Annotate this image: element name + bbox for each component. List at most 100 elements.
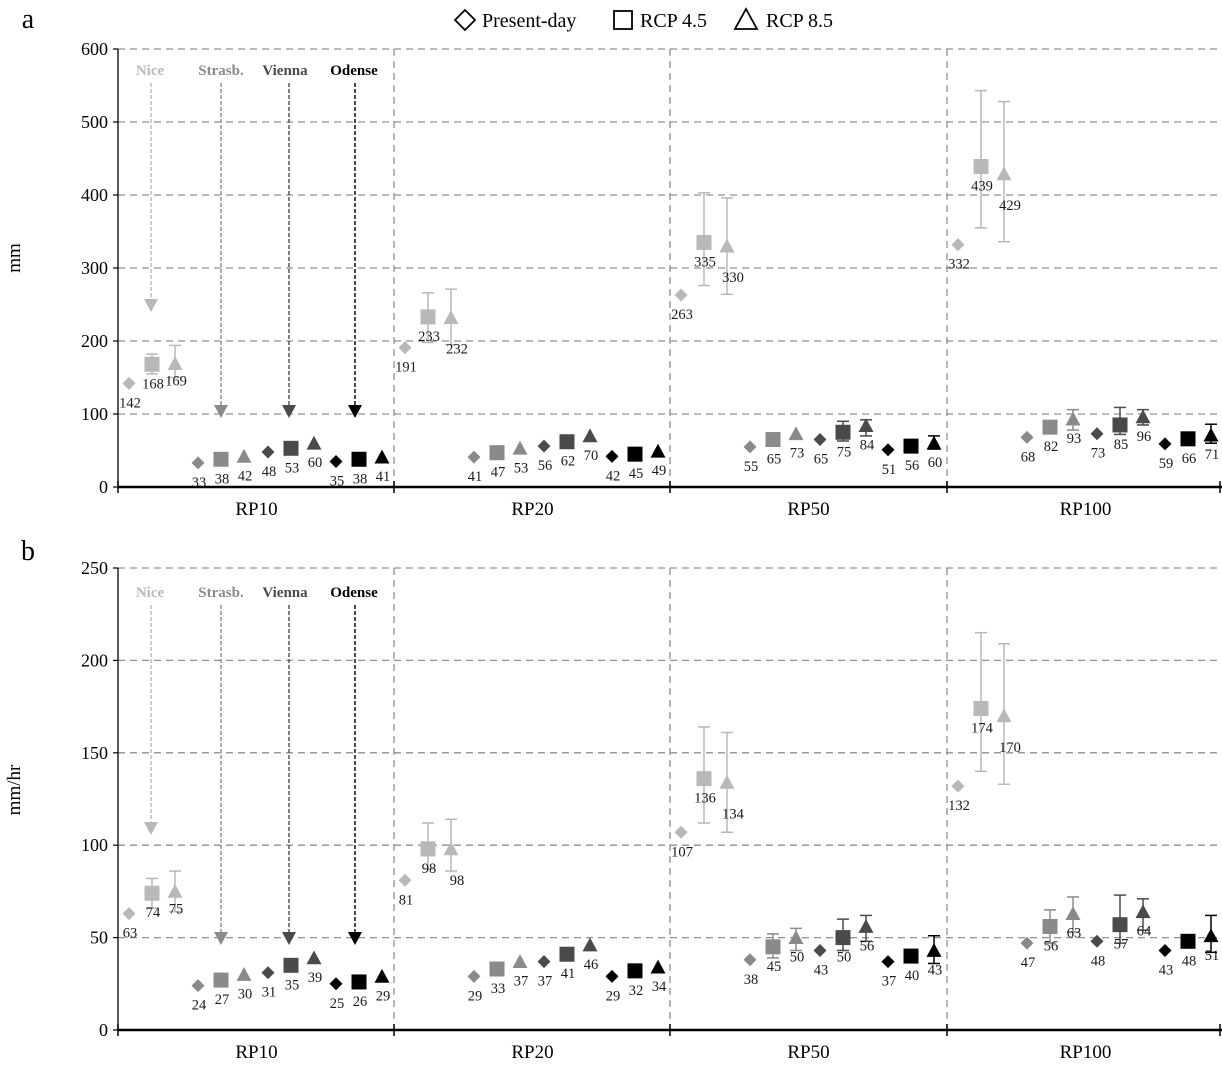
data-point (765, 939, 781, 955)
data-point (1112, 917, 1128, 933)
data-label: 98 (450, 873, 465, 889)
panel-b: b mm/hr 0 50 100 150 200 250 RP10 RP20 RP50 RP100 Ni… (4, 536, 1222, 1063)
data-point (881, 955, 895, 969)
y-tick-label: 0 (99, 1020, 108, 1040)
data-point (261, 445, 275, 459)
data-point (167, 356, 183, 371)
city-arrow-head (348, 932, 362, 945)
data-label: 60 (308, 455, 323, 471)
data-point (420, 309, 436, 325)
data-point (1020, 936, 1034, 950)
data-label: 48 (1091, 953, 1106, 969)
data-label: 136 (694, 791, 716, 807)
data-point (167, 883, 183, 898)
data-point (191, 979, 205, 993)
city-arrow-head (214, 932, 228, 945)
y-tick-label: 0 (99, 477, 108, 497)
data-point (283, 957, 299, 973)
data-point (283, 440, 299, 456)
data-point (765, 432, 781, 448)
data-point (236, 448, 252, 463)
city-label: Strasb. (198, 63, 244, 79)
data-point (973, 700, 989, 716)
data-point (1158, 437, 1172, 451)
data-label: 57 (1114, 937, 1129, 953)
data-label: 174 (971, 720, 994, 736)
data-label: 62 (561, 454, 576, 470)
data-label: 24 (192, 998, 207, 1014)
data-label: 98 (422, 861, 437, 877)
data-label: 56 (1044, 939, 1059, 955)
data-point (951, 779, 965, 793)
panel-label: a (22, 4, 35, 35)
panel-label: b (21, 536, 35, 567)
y-tick-label: 200 (81, 650, 108, 670)
data-point (1180, 431, 1196, 447)
data-point (1090, 427, 1104, 441)
x-category-label: RP100 (1060, 1042, 1112, 1063)
data-point (559, 434, 575, 450)
data-point (605, 449, 619, 463)
legend-marker-rcp85 (733, 7, 759, 30)
y-tick-label: 500 (81, 112, 108, 132)
y-tick-label: 300 (81, 258, 108, 278)
data-label: 439 (971, 179, 993, 195)
data-label: 169 (165, 374, 187, 390)
legend-marker-rcp45 (613, 10, 633, 30)
data-point (996, 708, 1012, 723)
data-label: 56 (538, 458, 553, 474)
data-label: 26 (353, 994, 368, 1010)
data-point (1042, 919, 1058, 935)
data-label: 93 (1067, 431, 1082, 447)
panel-a: a mm 0 100 200 300 400 500 600 RP10 RP20 RP50 RP100 N… (4, 4, 1222, 520)
x-category-label: RP100 (1060, 499, 1112, 520)
data-point (443, 310, 459, 325)
city-label: Odense (330, 585, 378, 601)
x-category-label: RP20 (511, 1042, 553, 1063)
data-label: 31 (262, 985, 277, 1001)
data-point (627, 446, 643, 462)
data-point (582, 937, 598, 952)
city-arrow-head (348, 405, 362, 418)
data-label: 132 (948, 798, 970, 814)
data-label: 263 (671, 307, 693, 323)
data-point (605, 969, 619, 983)
x-category-label: RP10 (235, 499, 277, 520)
data-label: 40 (905, 968, 920, 984)
data-label: 30 (238, 987, 253, 1003)
data-point (1065, 411, 1081, 426)
data-label: 29 (468, 988, 483, 1004)
data-label: 73 (1091, 446, 1106, 462)
data-point (1065, 906, 1081, 920)
data-label: 43 (928, 963, 943, 979)
data-point (329, 454, 343, 468)
data-label: 73 (790, 446, 805, 462)
data-label: 35 (330, 473, 345, 489)
data-label: 45 (767, 959, 782, 975)
data-point (813, 944, 827, 958)
data-point (813, 433, 827, 447)
data-label: 47 (1021, 955, 1036, 971)
data-label: 45 (629, 466, 644, 482)
data-point (374, 449, 390, 464)
legend-label: RCP 8.5 (766, 10, 833, 32)
data-label: 75 (169, 901, 184, 917)
data-label: 37 (514, 974, 529, 990)
data-label: 51 (1205, 948, 1220, 964)
data-label: 41 (561, 966, 576, 982)
data-label: 27 (215, 992, 230, 1008)
data-label: 84 (860, 438, 875, 454)
data-point (696, 234, 712, 250)
city-label: Vienna (262, 585, 308, 601)
data-label: 46 (584, 957, 599, 973)
data-point (351, 451, 367, 467)
data-point (398, 873, 412, 887)
data-point (261, 966, 275, 980)
data-point (674, 825, 688, 839)
data-point (512, 440, 528, 455)
y-tick-label: 100 (81, 835, 108, 855)
data-point (1135, 409, 1151, 424)
data-point (835, 424, 851, 440)
data-point (213, 451, 229, 467)
city-label: Strasb. (198, 585, 244, 601)
